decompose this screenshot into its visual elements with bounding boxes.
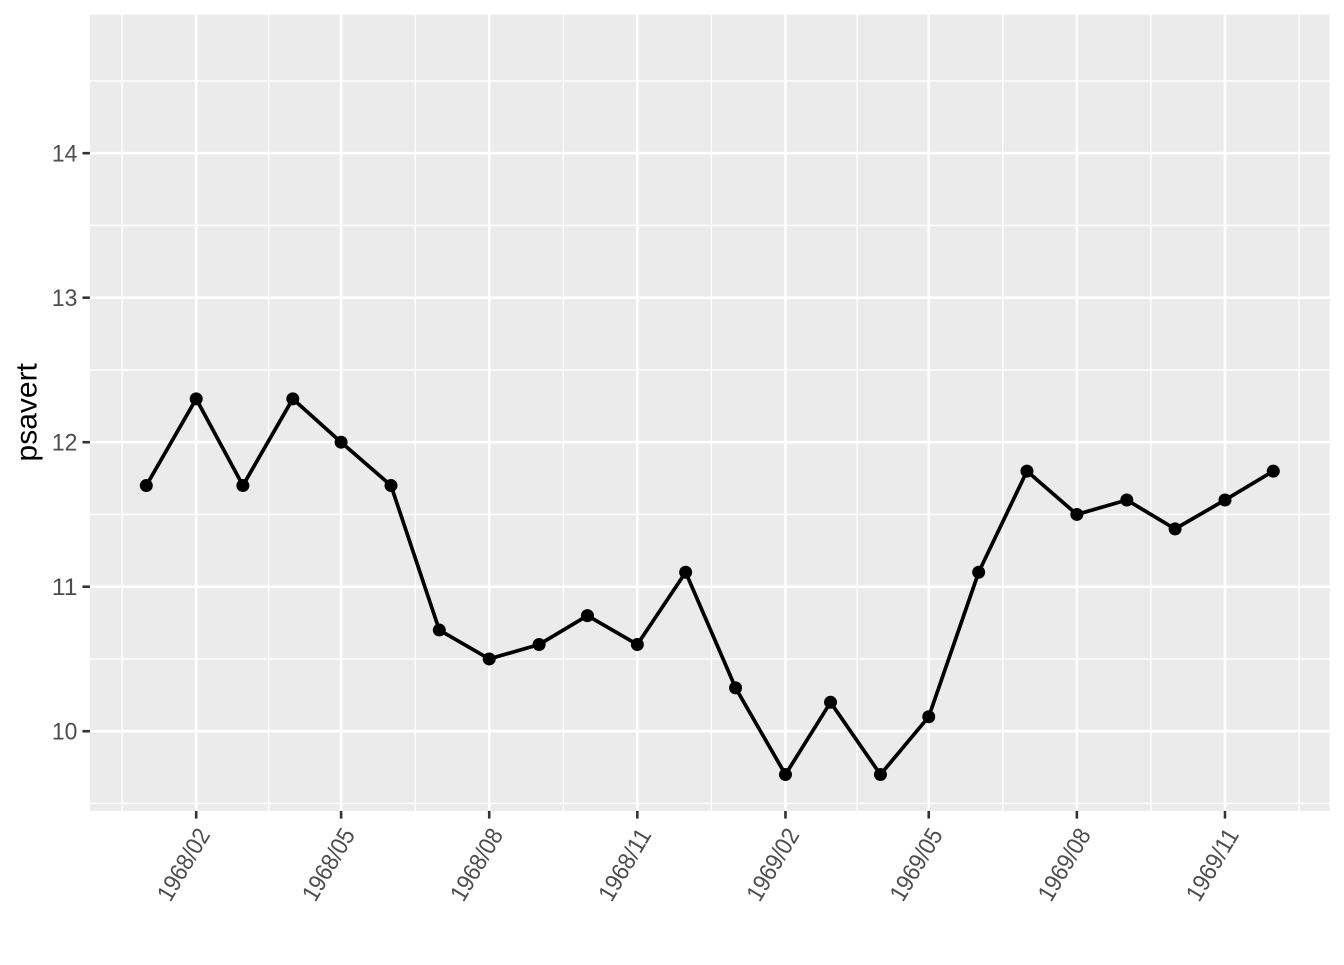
svg-text:14: 14 xyxy=(52,140,78,167)
svg-text:psavert: psavert xyxy=(11,362,44,461)
svg-text:11: 11 xyxy=(52,574,78,601)
svg-text:13: 13 xyxy=(52,285,78,312)
svg-text:10: 10 xyxy=(52,718,78,745)
svg-text:12: 12 xyxy=(52,429,78,456)
